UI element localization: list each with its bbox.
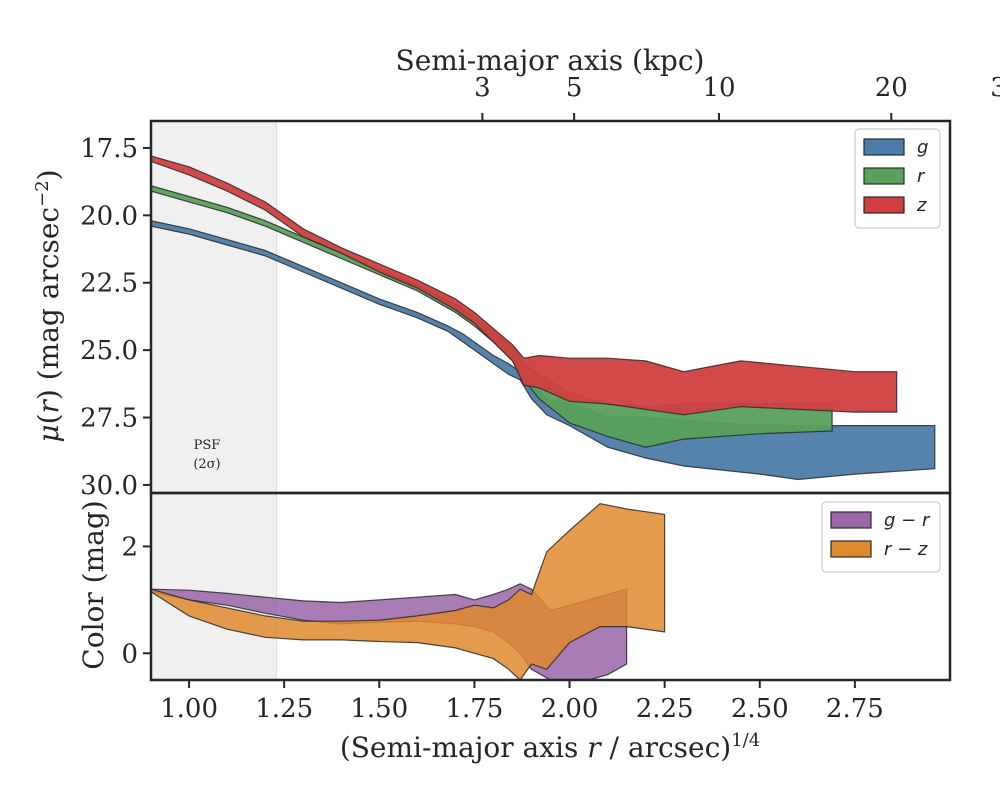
- top-ytick-label: 30.0: [80, 471, 138, 501]
- xtick-label: 2.25: [636, 694, 694, 724]
- band-g: [151, 220, 936, 481]
- top-panel-ylabel: μ(r) (mag arcsec−2): [32, 169, 65, 442]
- band-r-z: [151, 503, 666, 680]
- bottom-ytick-label: 0: [121, 639, 138, 669]
- top-kpc-tick-label: 10: [702, 73, 735, 103]
- bottom-ytick-label: 2: [121, 532, 138, 562]
- top-kpc-tick-label: 3: [474, 73, 491, 103]
- top-ytick-label: 17.5: [80, 134, 138, 164]
- xtick-label: 2.75: [826, 694, 884, 724]
- top-ytick-label: 27.5: [80, 404, 138, 434]
- psf-label-line2: (2σ): [193, 457, 220, 472]
- top-ytick-label: 20.0: [80, 201, 138, 231]
- top-kpc-tick-label: 5: [566, 73, 583, 103]
- band-z: [151, 155, 898, 416]
- psf-shade: [151, 121, 277, 680]
- xlabel-rest: / arcsec): [601, 731, 732, 764]
- xlabel-sup: 1/4: [731, 730, 760, 751]
- legend-swatch-g: [863, 138, 905, 156]
- xtick-label: 1.75: [445, 694, 503, 724]
- xtick-label: 2.00: [541, 694, 599, 724]
- bottom-axis-title: (Semi-major axis r / arcsec)1/4: [340, 730, 760, 764]
- legend-swatch-z: [863, 196, 905, 214]
- legend-label-g-r: g − r: [884, 510, 931, 531]
- bottom-panel-frame: [149, 491, 952, 682]
- legend-swatch-r: [863, 167, 905, 185]
- xlabel-main: (Semi-major axis: [340, 731, 587, 764]
- xtick-label: 1.00: [160, 694, 218, 724]
- top-kpc-tick-label: 30: [990, 73, 1000, 103]
- legend-label-r-z: r − z: [884, 539, 928, 560]
- xlabel-var: r: [587, 731, 602, 764]
- legend-swatch-r-z: [830, 540, 872, 558]
- top-ytick-label: 22.5: [80, 269, 138, 299]
- top-ytick-label: 25.0: [80, 336, 138, 366]
- bottom-panel-ylabel: Color (mag): [77, 500, 110, 669]
- xtick-label: 2.50: [731, 694, 789, 724]
- top-axis-title: Semi-major axis (kpc): [396, 44, 705, 77]
- legend-label-g: g: [917, 137, 928, 158]
- legend-label-z: z: [916, 195, 927, 216]
- top-kpc-tick-label: 20: [875, 73, 908, 103]
- xtick-label: 1.25: [255, 694, 313, 724]
- legend-swatch-g-r: [830, 511, 872, 529]
- psf-label-line1: PSF: [194, 438, 221, 453]
- xtick-label: 1.50: [350, 694, 408, 724]
- legend-label-r: r: [917, 166, 926, 187]
